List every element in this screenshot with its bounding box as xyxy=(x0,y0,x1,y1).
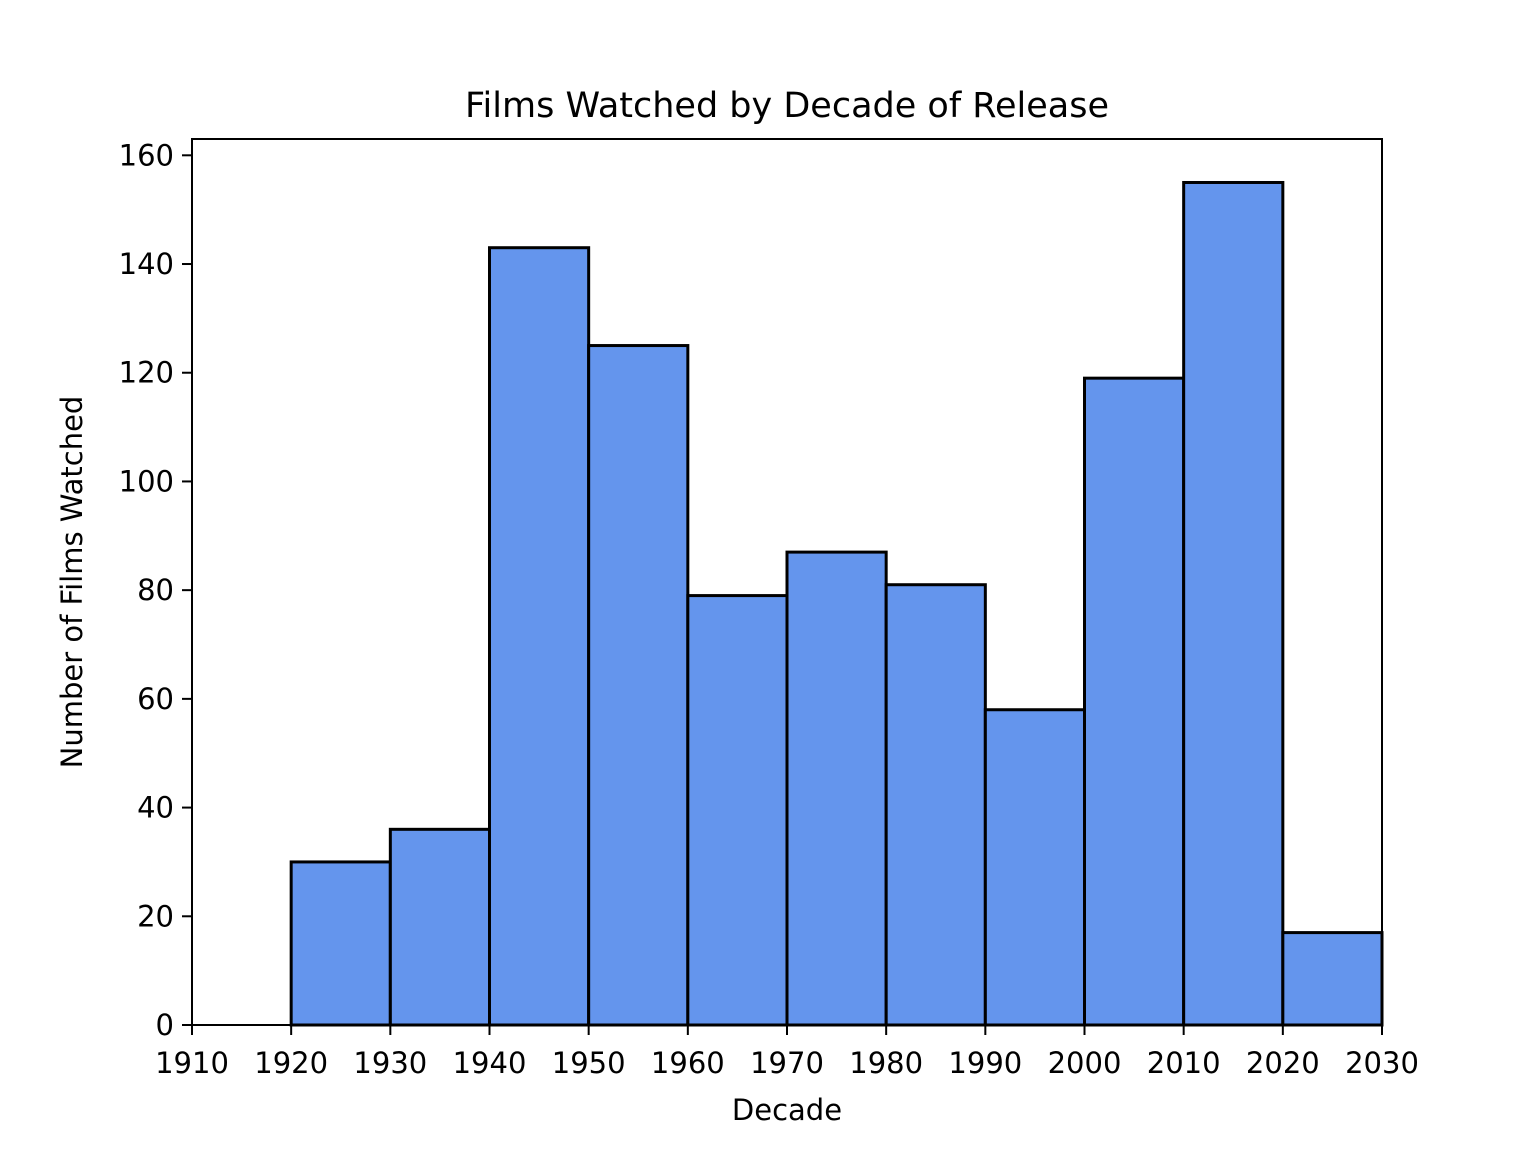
x-axis-label: Decade xyxy=(732,1093,842,1127)
x-tick-label: 1960 xyxy=(651,1046,725,1080)
y-axis-label: Number of Films Watched xyxy=(55,396,89,769)
y-tick-label: 100 xyxy=(119,464,174,498)
x-tick-label: 2000 xyxy=(1048,1046,1122,1080)
bar-1960 xyxy=(686,594,789,1027)
x-tick-label: 1920 xyxy=(254,1046,328,1080)
y-tick-label: 80 xyxy=(137,573,174,607)
bar-2010 xyxy=(1182,180,1285,1027)
bar-1920 xyxy=(289,860,392,1027)
bar-2020 xyxy=(1281,931,1384,1027)
y-tick-label: 40 xyxy=(137,791,174,825)
x-tick-label: 1990 xyxy=(948,1046,1022,1080)
bar-1970 xyxy=(785,550,888,1027)
x-tick-label: 1910 xyxy=(155,1046,229,1080)
x-tick-label: 1970 xyxy=(750,1046,824,1080)
x-axis: 1910 1920 1930 1940 1950 1960 1970 1980 1990 2000… xyxy=(155,1025,1419,1080)
y-tick-label: 60 xyxy=(137,682,174,716)
chart-title: Films Watched by Decade of Release xyxy=(465,86,1109,126)
bar-1930 xyxy=(388,827,492,1027)
y-tick-label: 20 xyxy=(137,899,174,933)
x-tick-label: 2010 xyxy=(1147,1046,1221,1080)
x-tick-label: 1980 xyxy=(849,1046,923,1080)
bar-1940 xyxy=(488,246,591,1027)
x-tick-label: 2020 xyxy=(1246,1046,1320,1080)
bar-1980 xyxy=(884,583,987,1027)
bars-group xyxy=(289,180,1384,1027)
x-tick-label: 1940 xyxy=(453,1046,527,1080)
bar-2000 xyxy=(1083,376,1186,1027)
y-tick-label: 160 xyxy=(119,138,174,172)
x-tick-label: 1930 xyxy=(353,1046,427,1080)
y-axis: 0 20 40 60 80 100 120 140 160 xyxy=(119,138,192,1042)
y-tick-label: 140 xyxy=(119,247,174,281)
y-tick-label: 0 xyxy=(156,1008,174,1042)
bar-1950 xyxy=(587,344,690,1027)
x-tick-label: 1950 xyxy=(552,1046,626,1080)
x-tick-label: 2030 xyxy=(1345,1046,1419,1080)
bar-1990 xyxy=(983,708,1086,1027)
y-tick-label: 120 xyxy=(119,356,174,390)
